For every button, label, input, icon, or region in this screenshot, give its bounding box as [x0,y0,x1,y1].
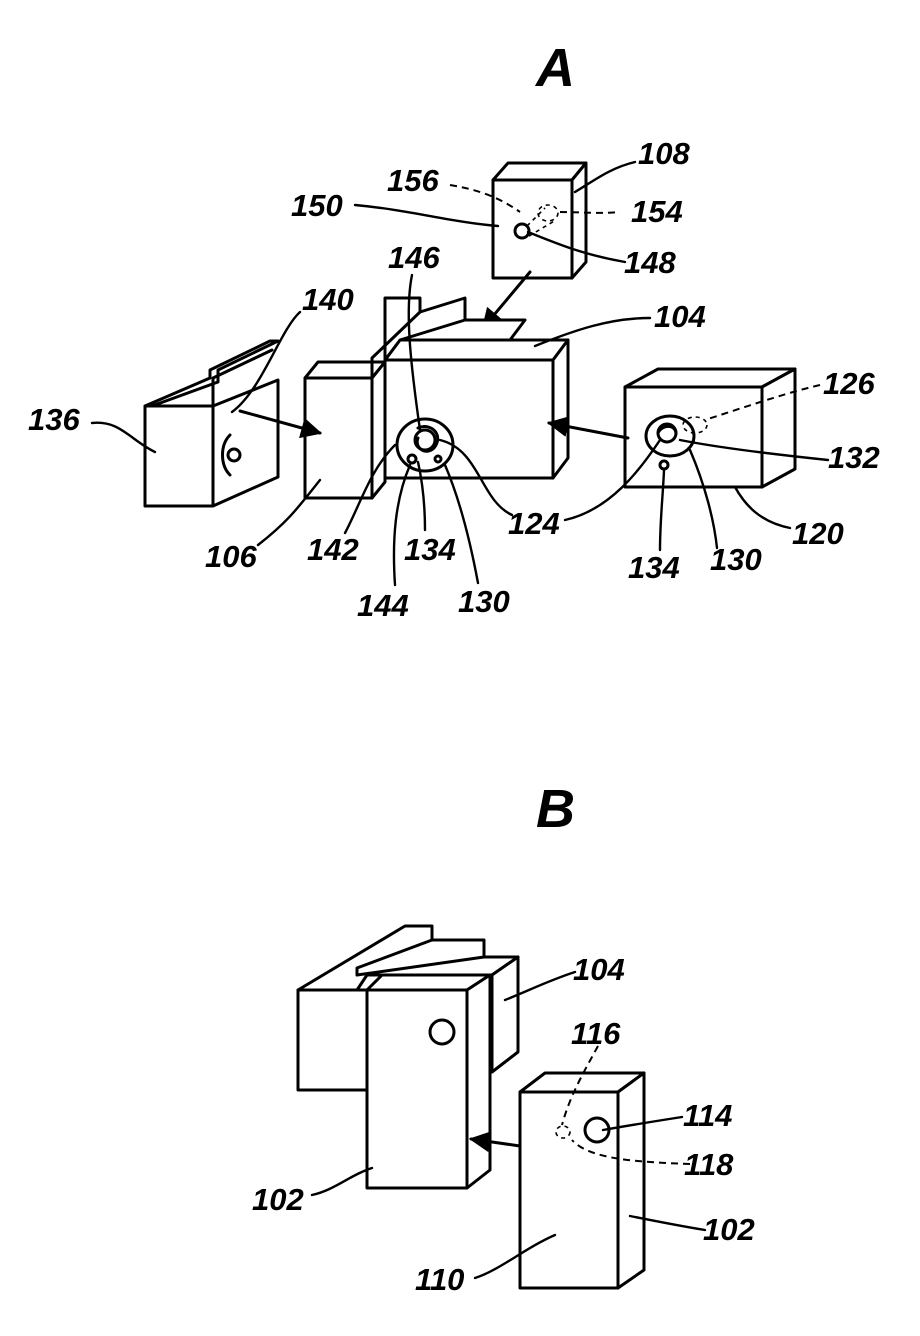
panel-a-title: A [534,38,575,98]
label-134-b: 134 [628,550,680,585]
label-144: 144 [357,588,409,623]
label-132: 132 [828,440,880,475]
block-108 [493,163,586,278]
block-120 [625,369,795,487]
label-118: 118 [684,1147,734,1182]
label-126: 126 [823,366,875,401]
label-130-a: 130 [710,542,762,577]
label-104-a: 104 [654,299,706,334]
label-142: 142 [307,532,359,567]
label-102-a: 102 [252,1182,304,1217]
label-116: 116 [571,1016,621,1051]
label-140: 140 [302,282,354,317]
block-136 [145,341,278,506]
label-146: 146 [388,240,440,275]
coupling-124 [397,419,453,471]
label-150: 150 [291,188,343,223]
block-104-b [298,926,518,1188]
label-102-b: 102 [703,1212,755,1247]
label-156: 156 [387,163,439,198]
block-102 [520,1073,644,1288]
panel-b-title: B [536,779,575,839]
label-154: 154 [631,194,683,229]
label-106: 106 [205,539,257,574]
label-110: 110 [415,1262,464,1297]
label-108: 108 [638,136,690,171]
label-114: 114 [683,1098,732,1133]
label-124: 124 [508,506,560,541]
label-136: 136 [28,402,80,437]
label-134-a: 134 [404,532,456,567]
label-130-b: 130 [458,584,510,619]
label-148: 148 [624,245,676,280]
label-120: 120 [792,516,844,551]
label-104-b: 104 [573,952,625,987]
